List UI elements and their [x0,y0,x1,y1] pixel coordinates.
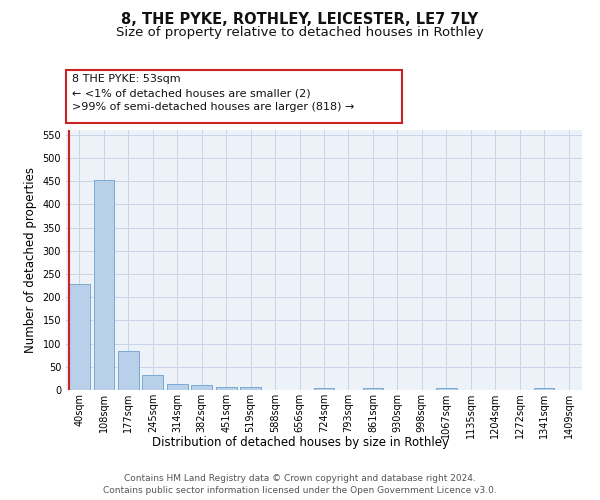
Text: Size of property relative to detached houses in Rothley: Size of property relative to detached ho… [116,26,484,39]
Text: 8, THE PYKE, ROTHLEY, LEICESTER, LE7 7LY: 8, THE PYKE, ROTHLEY, LEICESTER, LE7 7LY [121,12,479,28]
Bar [436,388,457,390]
Bar [534,388,554,390]
Y-axis label: Number of detached properties: Number of detached properties [24,167,37,353]
Bar [142,375,163,390]
Bar [240,387,261,390]
Bar [314,388,334,390]
Bar [118,351,139,390]
Bar [167,384,188,390]
Text: Distribution of detached houses by size in Rothley: Distribution of detached houses by size … [151,436,449,449]
Text: Contains HM Land Registry data © Crown copyright and database right 2024.
Contai: Contains HM Land Registry data © Crown c… [103,474,497,495]
Text: 8 THE PYKE: 53sqm
← <1% of detached houses are smaller (2)
>99% of semi-detached: 8 THE PYKE: 53sqm ← <1% of detached hous… [72,74,355,112]
Bar [362,388,383,390]
Bar [191,386,212,390]
Bar [69,284,90,390]
Bar [216,387,236,390]
Bar [94,180,114,390]
